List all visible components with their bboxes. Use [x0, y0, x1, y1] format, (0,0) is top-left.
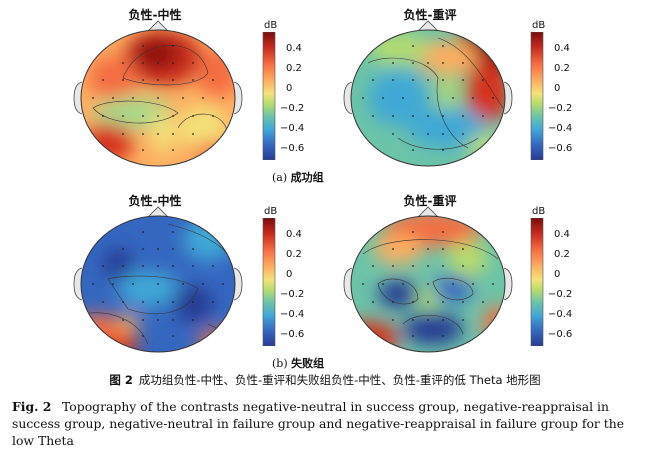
cb-tick: 0.2 [286, 249, 302, 260]
topomap-success-neg-reappraisal [343, 20, 513, 167]
subcaption-b-text: 失败组 [291, 357, 325, 370]
colorbar-b1 [262, 218, 276, 346]
cb-tick: −0.4 [548, 123, 573, 134]
figure-label-en: Fig. 2 [12, 399, 52, 414]
cb-tick: −0.6 [280, 143, 305, 154]
panel-title-a2: 负性-重评 [403, 8, 457, 22]
cb-tick: 0 [286, 269, 293, 280]
figure-text-en: Topography of the contrasts negative-neu… [12, 399, 625, 448]
panel-title-a1: 负性-中性 [128, 8, 182, 22]
colorbar-unit: dB [264, 20, 278, 31]
colorbar-a1 [262, 32, 276, 160]
topomap-failure-neg-neutral [73, 206, 243, 353]
panel-title-b2: 负性-重评 [403, 194, 457, 208]
colorbar-b2 [530, 218, 544, 346]
colorbar-unit: dB [264, 206, 278, 217]
cb-tick: −0.6 [548, 143, 573, 154]
cb-tick: 0.4 [554, 229, 570, 240]
topomap-failure-neg-reappraisal [343, 206, 513, 353]
cb-tick: −0.4 [280, 123, 305, 134]
cb-tick: −0.2 [548, 103, 573, 114]
cb-tick: −0.2 [280, 103, 305, 114]
topomap-success-neg-neutral [73, 20, 243, 167]
subcaption-a: (a) 成功组 [272, 169, 324, 185]
figure-caption-en: Fig. 2 Topography of the contrasts negati… [12, 398, 632, 449]
cb-tick: 0.4 [286, 43, 302, 54]
subcaption-a-text: 成功组 [290, 171, 324, 184]
cb-tick: −0.4 [280, 309, 305, 320]
cb-tick: 0.4 [554, 43, 570, 54]
cb-tick: 0 [554, 269, 561, 280]
cb-tick: −0.6 [548, 329, 573, 340]
figure-caption-cn: 图 2 成功组负性-中性、负性-重评和失败组负性-中性、负性-重评的低 Theta… [0, 372, 650, 388]
left-ear [73, 81, 83, 115]
nose [147, 20, 169, 32]
cb-tick: 0 [554, 83, 561, 94]
subcaption-b-label: (b) [272, 357, 288, 370]
panel-title-b1: 负性-中性 [128, 194, 182, 208]
cb-tick: 0.2 [554, 63, 570, 74]
cb-tick: 0 [286, 83, 293, 94]
head-outline [80, 29, 236, 167]
electrodes [92, 45, 224, 151]
colorbar-unit: dB [532, 206, 546, 217]
cb-tick: 0.2 [286, 63, 302, 74]
subcaption-b: (b) 失败组 [272, 355, 324, 371]
figure-label-cn: 图 2 [109, 373, 133, 387]
cb-tick: 0.2 [554, 249, 570, 260]
figure-text-cn: 成功组负性-中性、负性-重评和失败组负性-中性、负性-重评的低 Theta 地形… [138, 373, 541, 387]
cb-tick: 0.4 [286, 229, 302, 240]
cb-tick: −0.4 [548, 309, 573, 320]
colorbar-a2 [530, 32, 544, 160]
cb-tick: −0.2 [548, 289, 573, 300]
colorbar-unit: dB [532, 20, 546, 31]
subcaption-a-label: (a) [272, 171, 288, 184]
right-ear [233, 81, 243, 115]
cb-tick: −0.2 [280, 289, 305, 300]
cb-tick: −0.6 [280, 329, 305, 340]
